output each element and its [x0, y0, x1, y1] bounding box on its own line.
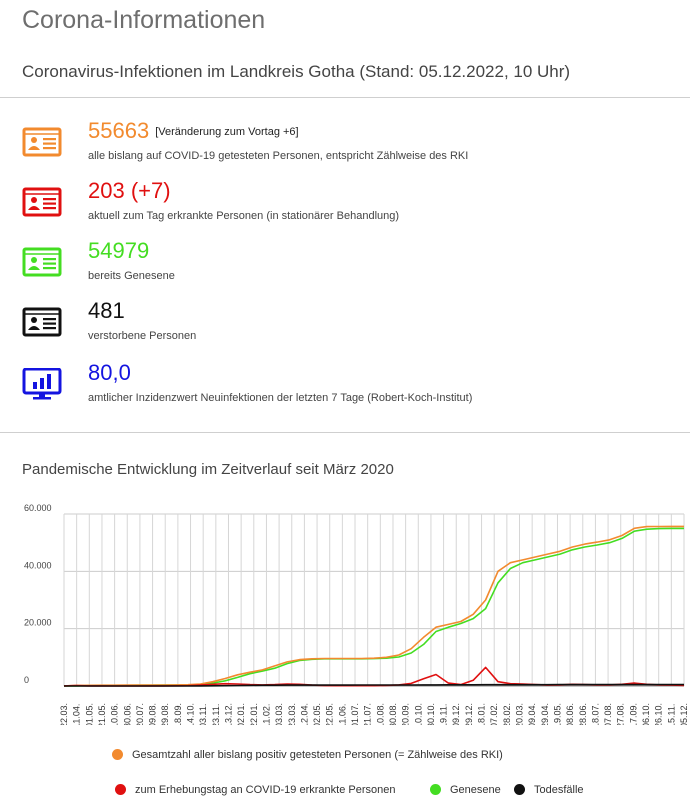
legend-item-erkrankte[interactable]: zum Erhebungstag an COVID-19 erkrankte P… — [115, 784, 395, 796]
legend-swatch — [112, 749, 123, 760]
legend-item-todesfaelle[interactable]: Todesfälle — [514, 784, 584, 796]
id-card-icon — [22, 187, 62, 217]
x-tick-label: 05.12. — [679, 703, 689, 725]
series-gesamt-line — [63, 525, 684, 687]
y-tick-label: 60.000 — [24, 503, 52, 513]
y-tick-label: 0 — [24, 675, 29, 685]
x-tick-label: 03.03. — [274, 703, 284, 725]
x-tick-label: 22.03. — [59, 703, 69, 725]
stat-value: 203 (+7) — [88, 178, 171, 203]
stat-value: 55663 [Veränderung zum Vortag +6] — [88, 118, 299, 143]
divider — [0, 432, 690, 433]
x-tick-label: 29.08. — [160, 703, 170, 725]
id-card-icon — [22, 247, 62, 277]
x-tick-label: 21.05. — [97, 703, 107, 725]
x-tick-label: 03.11. — [198, 704, 208, 725]
x-tick-label: 23.11. — [211, 704, 221, 725]
stat-description: verstorbene Personen — [88, 330, 197, 342]
x-tick-label: 20.09. — [401, 703, 411, 725]
x-tick-label: 10.10. — [413, 703, 423, 725]
x-tick-label: 18.01. — [477, 703, 487, 725]
x-tick-label: 20.07. — [135, 703, 145, 725]
legend-label: Genesene — [450, 784, 501, 796]
series-erkrankte-line — [63, 666, 685, 687]
x-tick-label: 13.12. — [223, 703, 233, 725]
x-tick-label: 06.10. — [641, 703, 651, 725]
y-tick-label: 20.000 — [24, 618, 52, 628]
legend-swatch — [430, 784, 441, 795]
x-tick-label: 20.03. — [515, 703, 525, 725]
id-card-icon — [22, 127, 62, 157]
legend-label: zum Erhebungstag an COVID-19 erkrankte P… — [135, 784, 396, 796]
stat-row: 54979 bereits Genesene — [22, 238, 682, 292]
stat-value: 80,0 — [88, 360, 131, 385]
x-tick-label: 19.05. — [552, 703, 562, 725]
x-tick-label: 18.09. — [173, 703, 183, 725]
section-title: Coronavirus-Infektionen im Landkreis Got… — [22, 62, 571, 81]
x-tick-label: 21.07. — [363, 703, 373, 725]
x-tick-label: 09.04. — [527, 703, 537, 725]
stat-value: 54979 — [88, 238, 150, 263]
stat-row: 481 verstorbene Personen — [22, 298, 682, 352]
x-tick-label: 23.03. — [287, 703, 297, 725]
x-tick-label: 12.04. — [299, 703, 309, 725]
x-tick-label: 10.06. — [110, 703, 120, 725]
chart-title: Pandemische Entwicklung im Zeitverlauf s… — [22, 461, 394, 478]
y-tick-label: 40.000 — [24, 560, 52, 570]
x-tick-label: 19.11. — [439, 704, 449, 725]
x-tick-label: 07.02. — [489, 703, 499, 725]
legend-swatch — [514, 784, 525, 795]
divider — [0, 97, 690, 98]
x-tick-label: 22.05. — [325, 703, 335, 725]
x-tick-label: 27.08. — [616, 703, 626, 725]
x-tick-label: 09.08. — [148, 703, 158, 725]
x-tick-label: 11.02. — [261, 704, 271, 725]
legend-label: Gesamtzahl aller bislang positiv geteste… — [132, 749, 503, 761]
x-tick-label: 30.08. — [388, 703, 398, 725]
x-tick-label: 15.11. — [666, 704, 676, 725]
monitor-chart-icon — [22, 368, 62, 400]
id-card-icon — [22, 307, 62, 337]
x-tick-label: 02.05. — [312, 703, 322, 725]
x-tick-label: 01.07. — [350, 703, 360, 725]
x-tick-label: 30.06. — [122, 703, 132, 725]
stat-description: alle bislang auf COVID-19 getesteten Per… — [88, 150, 469, 162]
legend-item-gesamt[interactable]: Gesamtzahl aller bislang positiv geteste… — [112, 749, 503, 761]
x-tick-label: 01.05. — [84, 703, 94, 725]
stat-value: 481 — [88, 298, 125, 323]
x-tick-label: 11.06. — [337, 704, 347, 725]
x-tick-label: 08.06. — [565, 703, 575, 725]
x-tick-label: 30.10. — [426, 703, 436, 725]
series-todesfaelle-line — [64, 683, 684, 687]
stat-change-note: [Veränderung zum Vortag +6] — [155, 126, 299, 138]
stat-description: bereits Genesene — [88, 270, 175, 282]
x-tick-label: 11.04. — [72, 704, 82, 725]
stat-row: 203 (+7) aktuell zum Tag erkrankte Person… — [22, 178, 682, 232]
legend-item-genesene[interactable]: Genesene — [430, 784, 501, 796]
stat-description: amtlicher Inzidenzwert Neuinfektionen de… — [88, 392, 473, 404]
x-tick-label: 14.10. — [186, 703, 196, 725]
x-tick-label: 02.01. — [236, 703, 246, 725]
x-tick-label: 18.07. — [590, 703, 600, 725]
x-tick-label: 22.01. — [249, 703, 259, 725]
x-tick-label: 10.08. — [375, 703, 385, 725]
x-tick-label: 09.12. — [451, 703, 461, 725]
x-tick-label: 26.10. — [654, 703, 664, 725]
x-tick-label: 17.09. — [628, 703, 638, 725]
stat-row: 55663 [Veränderung zum Vortag +6] alle bis… — [22, 118, 682, 172]
legend-label: Todesfälle — [534, 784, 584, 796]
x-tick-label: 28.06. — [578, 703, 588, 725]
x-tick-label: 28.02. — [502, 703, 512, 725]
x-tick-label: 07.08. — [603, 703, 613, 725]
stat-description: aktuell zum Tag erkrankte Personen (in s… — [88, 210, 400, 222]
x-tick-label: 29.12. — [464, 703, 474, 725]
series-genesene-line — [64, 527, 684, 687]
stat-row: 80,0 amtlicher Inzidenzwert Neuinfektione… — [22, 360, 682, 414]
page-title: Corona-Informationen — [22, 6, 266, 34]
legend-swatch — [115, 784, 126, 795]
x-tick-label: 29.04. — [540, 703, 550, 725]
